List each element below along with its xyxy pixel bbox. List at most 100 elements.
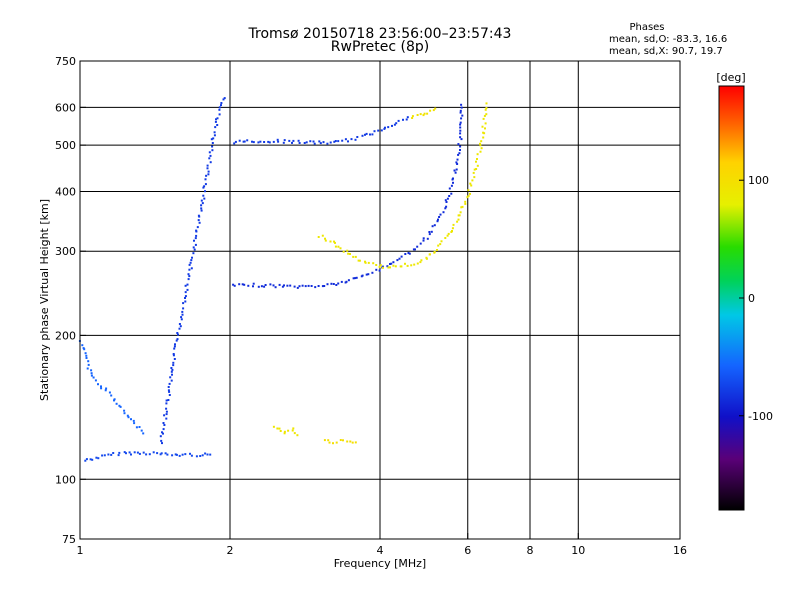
echo-point — [458, 152, 461, 155]
echo-point — [310, 285, 313, 287]
echo-point — [459, 111, 462, 114]
echo-point — [197, 214, 200, 217]
echo-point — [159, 453, 162, 456]
echo-point — [260, 285, 263, 288]
chart-title: Tromsø 20150718 23:56:00–23:57:43 — [248, 26, 512, 42]
echo-point — [419, 113, 422, 116]
echo-point — [322, 141, 325, 144]
echo-point — [470, 184, 473, 187]
echo-point — [257, 141, 260, 144]
echo-point — [452, 223, 455, 226]
echo-point — [267, 140, 270, 143]
echo-point — [117, 454, 120, 457]
echo-point — [326, 283, 329, 286]
echo-point — [209, 453, 212, 456]
phase-legend-title: Phases — [629, 22, 665, 33]
echo-point — [196, 226, 199, 229]
echo-point — [251, 140, 253, 143]
echo-point — [184, 453, 187, 456]
echo-point — [371, 271, 374, 274]
echo-point — [292, 139, 295, 142]
echo-point — [419, 242, 422, 245]
x-tick-label: 16 — [673, 544, 687, 557]
echo-point — [483, 114, 486, 117]
echo-point — [178, 454, 181, 457]
echo-point — [161, 442, 163, 445]
echo-point — [126, 414, 129, 417]
echo-point — [192, 246, 195, 249]
echo-point — [397, 119, 400, 122]
echo-point — [459, 145, 462, 148]
echo-point — [350, 138, 353, 141]
echo-point — [364, 261, 367, 264]
echo-point — [391, 124, 393, 127]
echo-point — [390, 262, 393, 265]
echo-point — [209, 161, 212, 164]
echo-point — [428, 253, 431, 256]
echo-point — [85, 357, 88, 359]
echo-point — [367, 273, 370, 276]
echo-point — [212, 137, 215, 140]
echo-point — [459, 129, 462, 132]
echo-point — [422, 237, 425, 240]
echo-point — [354, 277, 357, 280]
echo-point — [168, 394, 171, 396]
echo-point — [130, 453, 132, 456]
echo-point — [411, 117, 414, 119]
echo-point — [206, 164, 209, 167]
echo-point — [171, 373, 173, 376]
echo-point — [97, 457, 100, 460]
echo-point — [178, 323, 181, 325]
echo-point — [214, 126, 217, 129]
echo-point — [199, 455, 202, 457]
echo-point — [166, 453, 169, 456]
echo-point — [167, 386, 170, 388]
echo-point — [446, 234, 449, 237]
echo-point — [333, 240, 335, 243]
echo-point — [393, 123, 396, 126]
echo-point — [180, 318, 183, 321]
echo-point — [86, 367, 89, 370]
echo-point — [450, 192, 453, 195]
echo-point — [101, 454, 104, 457]
echo-point — [213, 131, 216, 134]
echo-point — [203, 185, 206, 188]
echo-point — [428, 233, 431, 236]
echo-point — [181, 453, 184, 456]
echo-point — [128, 451, 131, 454]
echo-point — [190, 267, 193, 270]
echo-point — [356, 136, 359, 138]
echo-point — [479, 142, 481, 145]
echo-point — [475, 160, 477, 163]
echo-point — [347, 279, 350, 282]
echo-point — [361, 274, 364, 277]
echo-point — [375, 264, 378, 266]
echo-point — [279, 430, 282, 432]
echo-point — [456, 163, 459, 165]
echo-point — [367, 261, 370, 264]
echo-point — [289, 284, 292, 287]
echo-point — [305, 141, 308, 144]
echo-point — [218, 108, 221, 111]
echo-point — [321, 234, 324, 237]
echo-point — [291, 141, 293, 144]
y-tick-label: 750 — [55, 55, 76, 68]
echo-point — [392, 261, 395, 264]
echo-point — [405, 118, 408, 121]
echo-point — [482, 136, 485, 139]
echo-point — [103, 454, 106, 457]
echo-point — [296, 286, 299, 289]
echo-point — [233, 142, 236, 145]
echo-point — [318, 140, 321, 143]
echo-point — [283, 430, 286, 433]
echo-point — [387, 126, 390, 129]
echo-point — [95, 456, 98, 459]
echo-point — [304, 285, 307, 288]
echo-point — [460, 106, 463, 109]
echo-point — [349, 253, 351, 255]
echo-point — [482, 117, 485, 120]
echo-point — [386, 265, 389, 268]
echo-point — [404, 253, 407, 255]
echo-point — [105, 387, 108, 390]
echo-point — [165, 407, 168, 410]
